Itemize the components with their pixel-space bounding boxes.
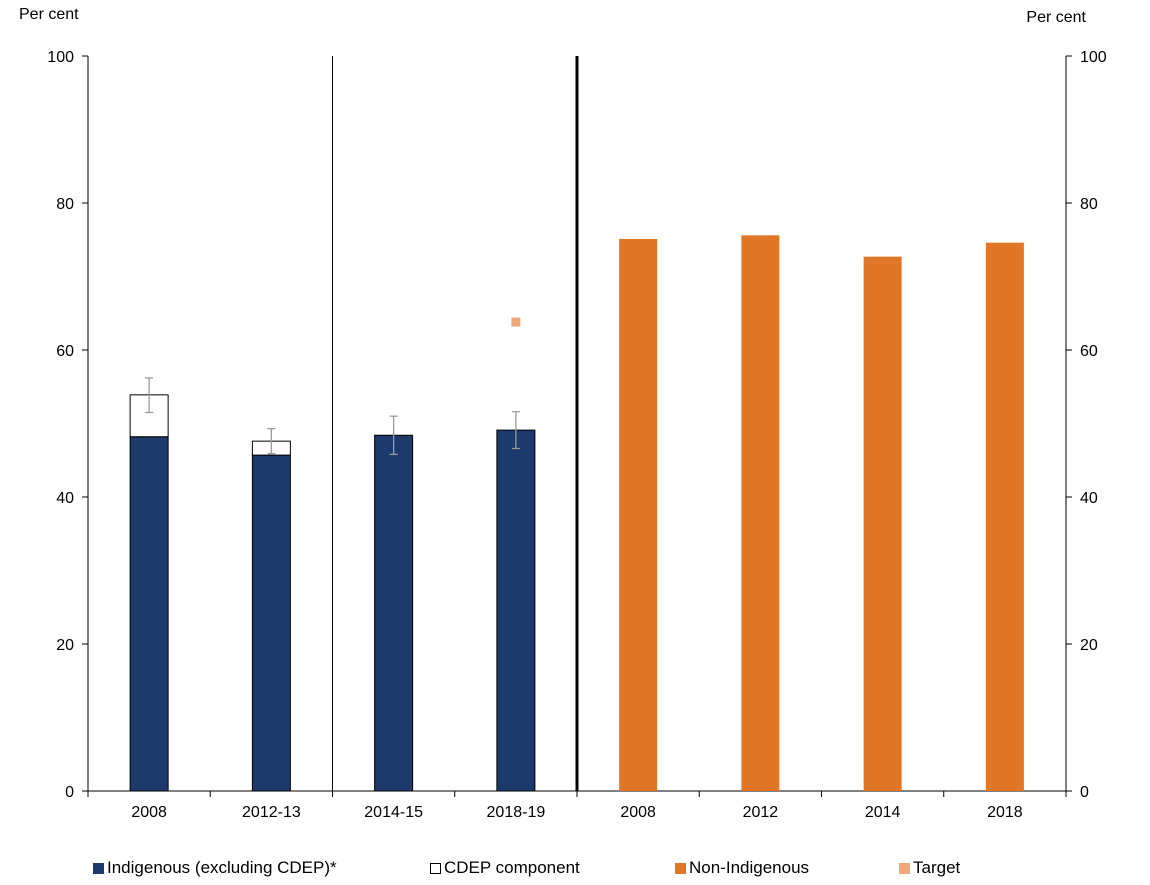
left-y-tick-label: 0	[65, 784, 74, 801]
bar-non-indigenous	[863, 256, 902, 791]
right-y-tick-label: 60	[1080, 343, 1098, 360]
right-y-tick-label: 40	[1080, 490, 1098, 507]
x-tick-label: 2012-13	[242, 804, 301, 821]
legend-item-non-indigenous: Non-Indigenous	[675, 858, 809, 878]
left-y-tick-label: 60	[56, 343, 74, 360]
left-axis-title: Per cent	[19, 6, 79, 23]
x-tick-label: 2008	[620, 804, 656, 821]
x-tick-label: 2018	[987, 804, 1023, 821]
legend-swatch-target	[899, 862, 910, 874]
right-y-tick-label: 0	[1080, 784, 1089, 801]
chart: 0 20 40 60 80 100 0 20 40 60 80 100 2008 2012-13 2014-…	[19, 6, 1107, 821]
axis-ticks	[82, 55, 1072, 797]
right-y-tick-label: 20	[1080, 637, 1098, 654]
legend-item-cdep: CDEP component	[430, 858, 580, 878]
bar-indigenous	[251, 454, 291, 792]
target-markers	[511, 317, 521, 327]
bar-non-indigenous	[985, 242, 1024, 791]
x-tick-label: 2008	[131, 804, 167, 821]
legend-label-target: Target	[913, 858, 961, 877]
chart-bars	[129, 235, 1024, 792]
legend-item-target: Target	[899, 858, 960, 878]
error-bars	[145, 377, 520, 456]
x-tick-label: 2018-19	[487, 804, 546, 821]
legend-label-indigenous: Indigenous (excluding CDEP)*	[107, 858, 337, 877]
x-tick-label: 2014-15	[364, 804, 423, 821]
target-marker	[511, 317, 521, 327]
legend-label-non-indigenous: Non-Indigenous	[689, 858, 810, 877]
legend: Indigenous (excluding CDEP)* CDEP compon…	[0, 858, 1150, 884]
tick-labels: 0 20 40 60 80 100 0 20 40 60 80 100 2008 2012-13 2014-…	[47, 49, 1107, 821]
legend-swatch-non-indigenous	[675, 862, 686, 874]
right-y-tick-label: 100	[1080, 49, 1107, 66]
bar-indigenous	[374, 434, 414, 792]
legend-label-cdep: CDEP component	[444, 858, 580, 877]
bar-non-indigenous	[741, 235, 780, 792]
left-y-tick-label: 100	[47, 49, 74, 66]
bar-indigenous	[129, 436, 169, 792]
legend-swatch-indigenous	[93, 862, 104, 874]
bar-indigenous	[496, 429, 536, 792]
x-tick-label: 2012	[743, 804, 779, 821]
left-y-tick-label: 80	[56, 196, 74, 213]
left-y-tick-label: 20	[56, 637, 74, 654]
right-y-tick-label: 80	[1080, 196, 1098, 213]
right-axis-title: Per cent	[1026, 9, 1086, 26]
bar-non-indigenous	[619, 239, 658, 791]
legend-item-indigenous: Indigenous (excluding CDEP)*	[93, 858, 337, 878]
left-y-tick-label: 40	[56, 490, 74, 507]
chart-frame	[87, 56, 1067, 792]
x-tick-label: 2014	[865, 804, 901, 821]
legend-swatch-cdep	[430, 862, 441, 874]
